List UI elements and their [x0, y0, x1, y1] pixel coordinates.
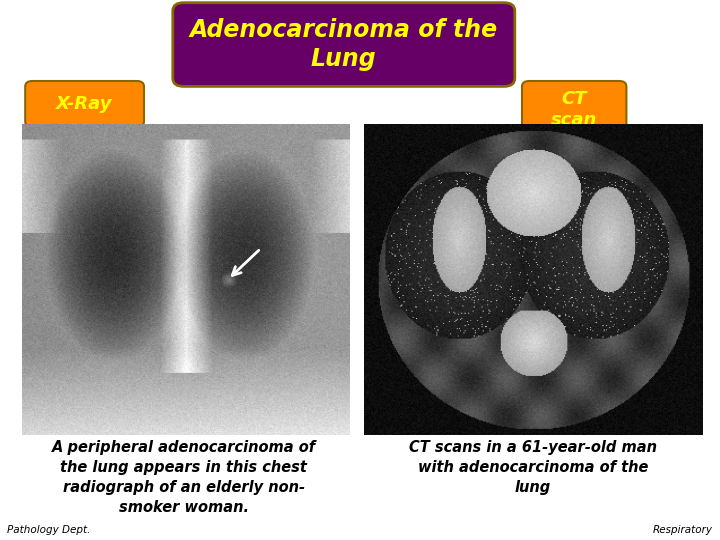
Text: X-Ray: X-Ray — [56, 95, 113, 113]
FancyBboxPatch shape — [25, 81, 144, 127]
Text: Pathology Dept.: Pathology Dept. — [7, 524, 91, 535]
FancyBboxPatch shape — [522, 81, 626, 138]
Text: Respiratory: Respiratory — [653, 524, 713, 535]
Text: Adenocarcinoma of the
Lung: Adenocarcinoma of the Lung — [190, 18, 498, 71]
Text: A peripheral adenocarcinoma of
the lung appears in this chest
radiograph of an e: A peripheral adenocarcinoma of the lung … — [52, 440, 315, 515]
FancyBboxPatch shape — [173, 3, 515, 86]
Text: CT
scan: CT scan — [551, 90, 598, 129]
Text: CT scans in a 61-year-old man
with adenocarcinoma of the
lung: CT scans in a 61-year-old man with adeno… — [409, 440, 657, 495]
